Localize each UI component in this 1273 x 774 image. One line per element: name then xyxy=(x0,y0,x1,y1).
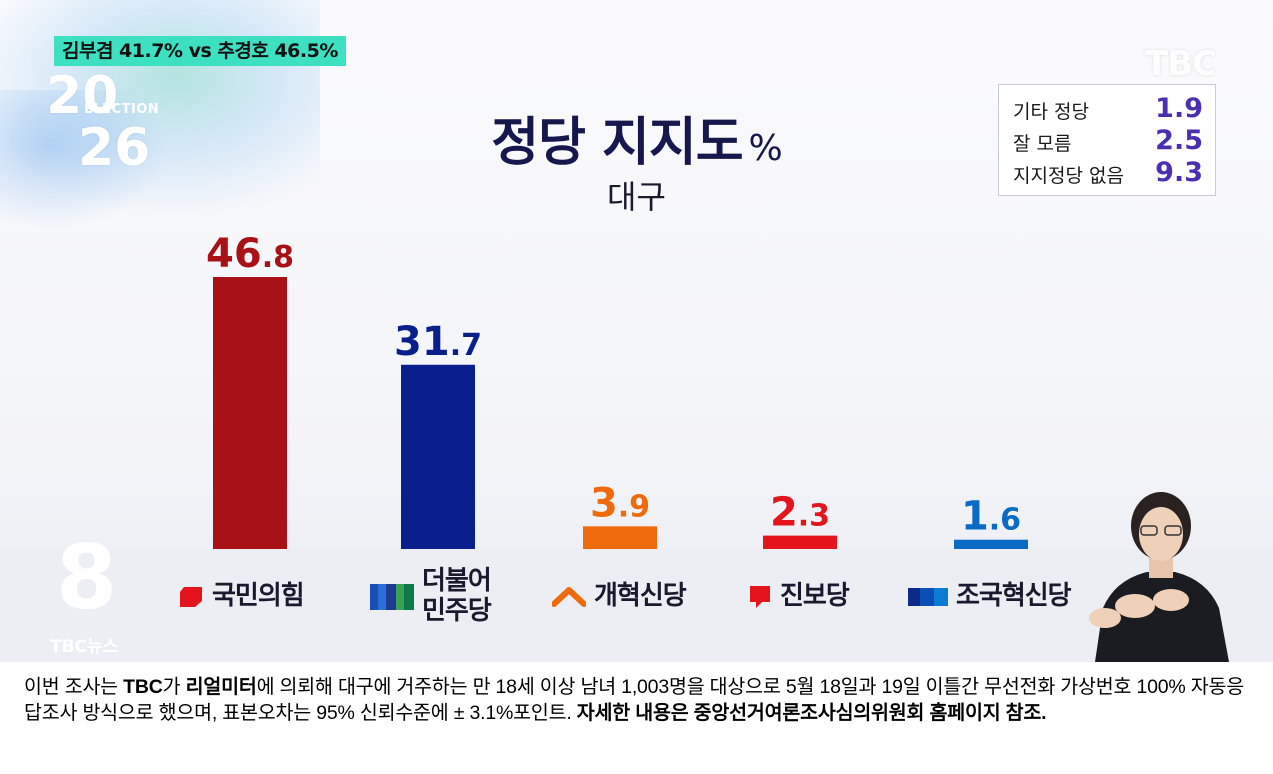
bar-4 xyxy=(763,535,837,549)
category-label: 조국혁신당 xyxy=(956,581,1072,612)
bar-value-label: 1.6 xyxy=(961,494,1021,540)
category-label: 국민의힘 xyxy=(212,581,305,612)
logo-year-top: 20 xyxy=(46,66,119,126)
category-ppp: 국민의힘 xyxy=(178,565,305,629)
logo-text: TBC뉴스 xyxy=(50,637,119,657)
dp-logo-icon xyxy=(370,584,414,610)
bar-value-label: 3.9 xyxy=(590,480,650,526)
sign-language-interpreter-image xyxy=(1089,492,1229,662)
poll-methodology-note: 이번 조사는 TBC가 리얼미터에 의뢰해 대구에 거주하는 만 18세 이상 … xyxy=(0,662,1273,774)
logo-election-text: ELECTION xyxy=(84,102,160,117)
progressive-logo-icon xyxy=(750,586,770,608)
others-label: 잘 모름 xyxy=(1013,133,1072,155)
others-value: 1.9 xyxy=(1155,93,1203,124)
others-row: 기타 정당 1.9 xyxy=(1013,93,1203,125)
others-value: 9.3 xyxy=(1155,157,1203,188)
others-row: 지지정당 없음 9.3 xyxy=(1013,157,1203,189)
bar-2 xyxy=(401,364,475,549)
category-dp: 더불어 민주당 xyxy=(370,565,492,629)
others-label: 기타 정당 xyxy=(1013,101,1089,123)
logo-year-bottom: 26 xyxy=(78,118,151,178)
ppp-logo-icon xyxy=(180,587,202,607)
election-2026-logo: 20 ELECTION 26 xyxy=(40,70,170,180)
chart-unit: % xyxy=(748,128,783,169)
watercolor-splash-blue xyxy=(0,90,170,230)
tbc-watermark: TBC xyxy=(1145,44,1217,84)
poll-ticker: 김부겸 41.7% vs 추경호 46.5% xyxy=(54,36,346,66)
others-row: 잘 모름 2.5 xyxy=(1013,125,1203,157)
others-box: 기타 정당 1.9 잘 모름 2.5 지지정당 없음 9.3 xyxy=(998,84,1216,196)
chart-title: 정당 지지도% xyxy=(491,113,783,173)
bar-value-label: 2.3 xyxy=(770,490,830,536)
bar-chart: 46.8 31.7 3.9 2.3 1.6 xyxy=(206,231,1028,549)
others-label: 지지정당 없음 xyxy=(1013,165,1124,187)
category-band xyxy=(0,549,1273,662)
category-reform: 개혁신당 xyxy=(552,565,687,629)
category-label: 더불어 민주당 xyxy=(422,566,492,626)
category-label: 진보당 xyxy=(780,581,850,612)
bar-value-label: 46.8 xyxy=(206,231,294,277)
bar-1 xyxy=(213,277,287,549)
bar-5 xyxy=(954,539,1028,549)
category-label: 개혁신당 xyxy=(594,581,687,612)
others-value: 2.5 xyxy=(1155,125,1203,156)
bar-3 xyxy=(583,526,657,549)
chart-subtitle: 대구 xyxy=(607,178,666,216)
logo-mark: 8 xyxy=(56,526,118,629)
bar-value-label: 31.7 xyxy=(394,319,482,365)
category-progressive: 진보당 xyxy=(748,565,850,629)
tbc-news-logo: 8 TBC뉴스 xyxy=(50,534,126,658)
rebuild-logo-icon xyxy=(908,588,948,606)
category-rebuild: 조국혁신당 xyxy=(908,565,1072,629)
reform-logo-icon xyxy=(552,587,586,607)
broadcast-frame: 김부겸 41.7% vs 추경호 46.5% 20 ELECTION 26 TB… xyxy=(0,0,1273,662)
